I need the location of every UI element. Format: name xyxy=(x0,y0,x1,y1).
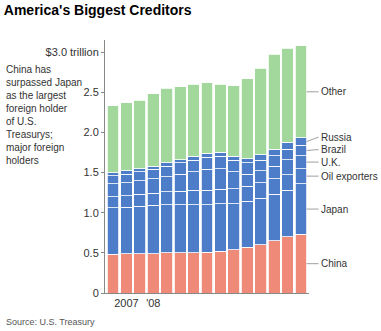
svg-text:U.K.: U.K. xyxy=(321,157,340,168)
svg-text:Brazil: Brazil xyxy=(321,144,346,155)
svg-text:Source: U.S. Treasury: Source: U.S. Treasury xyxy=(6,317,95,327)
svg-text:Other: Other xyxy=(321,86,347,97)
svg-text:Oil exporters: Oil exporters xyxy=(321,171,378,182)
svg-text:2.0: 2.0 xyxy=(84,126,99,138)
svg-text:0.5: 0.5 xyxy=(84,247,99,259)
svg-text:2.5: 2.5 xyxy=(84,86,99,98)
svg-text:China hassurpassed Japanas the: China hassurpassed Japanas the largestfo… xyxy=(6,64,82,166)
svg-text:America's Biggest Creditors: America's Biggest Creditors xyxy=(4,2,192,18)
svg-text:0: 0 xyxy=(93,287,99,299)
svg-text:'08: '08 xyxy=(146,297,160,309)
svg-text:2007: 2007 xyxy=(114,297,138,309)
svg-text:1.5: 1.5 xyxy=(84,166,99,178)
svg-text:Russia: Russia xyxy=(321,132,352,143)
svg-text:1.0: 1.0 xyxy=(84,207,99,219)
svg-text:China: China xyxy=(321,258,348,269)
svg-text:$3.0 trillion: $3.0 trillion xyxy=(46,46,99,58)
svg-text:Japan: Japan xyxy=(321,204,348,215)
